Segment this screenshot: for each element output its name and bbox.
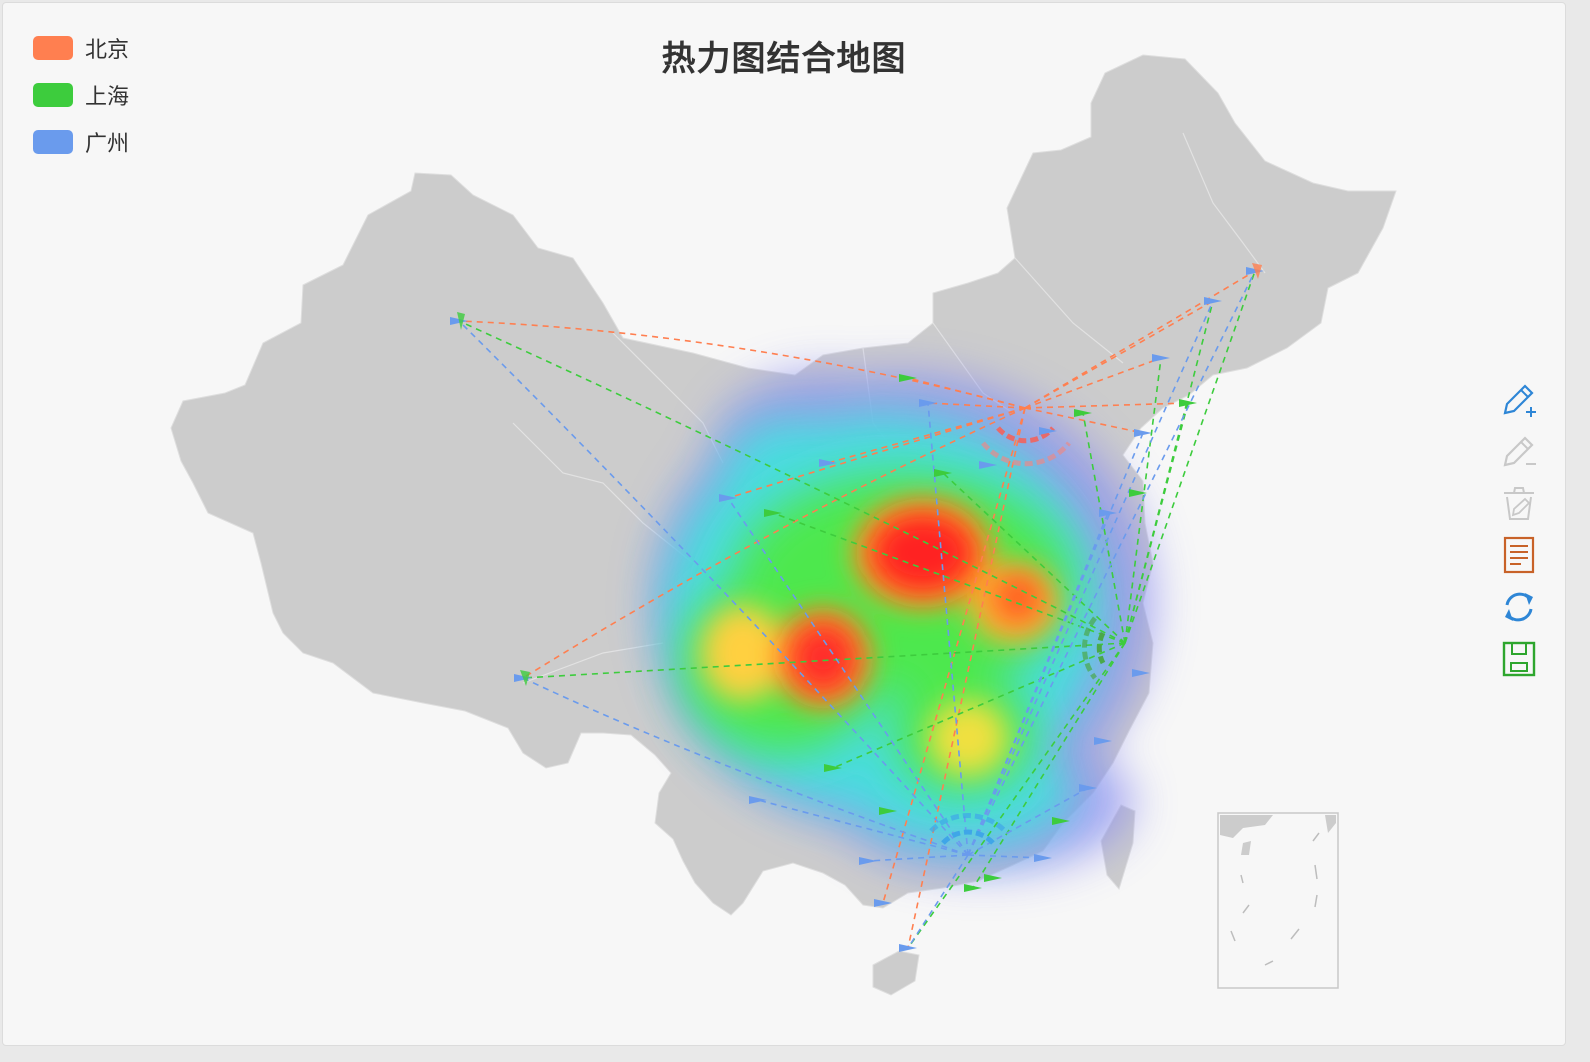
city-marker [1099,509,1117,517]
legend-swatch [33,130,73,154]
city-marker [979,461,997,469]
city-marker [874,899,892,907]
legend-label: 北京 [85,38,130,63]
city-marker [1204,297,1222,305]
city-marker [984,874,1002,882]
legend: 北京 上海 广州 [33,33,129,174]
city-marker [824,764,842,772]
city-marker [719,494,737,502]
city-marker [899,374,917,382]
legend-swatch [33,83,73,107]
mark-icon[interactable] [1499,379,1539,419]
city-marker [1094,737,1112,745]
city-marker [1129,489,1147,497]
city-marker [749,796,767,804]
city-marker [859,857,877,865]
save-as-image-icon[interactable] [1499,639,1539,679]
legend-label: 上海 [85,85,130,110]
city-marker [1134,429,1152,437]
city-marker [1246,263,1264,279]
toolbox [1499,379,1539,691]
city-marker [1039,427,1057,435]
city-marker [879,807,897,815]
chart-container: 热力图结合地图 北京 上海 广州 [2,2,1566,1046]
city-marker [1074,409,1092,417]
city-marker [1152,354,1170,362]
city-marker [1034,854,1052,862]
flow-lines-beijing [458,270,1256,949]
city-marker [764,509,782,517]
city-marker [1079,784,1097,792]
flow-lines-guangzhou [458,270,1256,949]
city-marker [450,312,468,330]
city-marker [514,670,532,686]
city-marker [899,944,917,952]
shandong-shape [1083,395,1143,453]
city-marker [934,469,952,477]
city-marker [1052,817,1070,825]
hainan-shape [872,950,920,996]
mark-clear-icon[interactable] [1499,483,1539,523]
china-map [170,54,1397,996]
city-marker [1179,399,1197,407]
mark-undo-icon[interactable] [1499,431,1539,471]
liaodong-shape [1083,363,1153,403]
city-marker [964,884,982,892]
restore-icon[interactable] [1499,587,1539,627]
legend-item-shanghai[interactable]: 上海 [33,80,129,110]
south-china-sea-inset [1217,812,1339,989]
city-marker [919,399,937,407]
legend-item-guangzhou[interactable]: 广州 [33,127,129,157]
city-markers [450,263,1264,952]
legend-swatch [33,36,73,60]
legend-label: 广州 [85,132,130,157]
data-view-icon[interactable] [1499,535,1539,575]
flow-lines-shanghai [458,270,1256,949]
city-marker [1132,669,1150,677]
chart-title: 热力图结合地图 [661,39,907,79]
legend-item-beijing[interactable]: 北京 [33,33,129,63]
city-marker [819,459,837,467]
